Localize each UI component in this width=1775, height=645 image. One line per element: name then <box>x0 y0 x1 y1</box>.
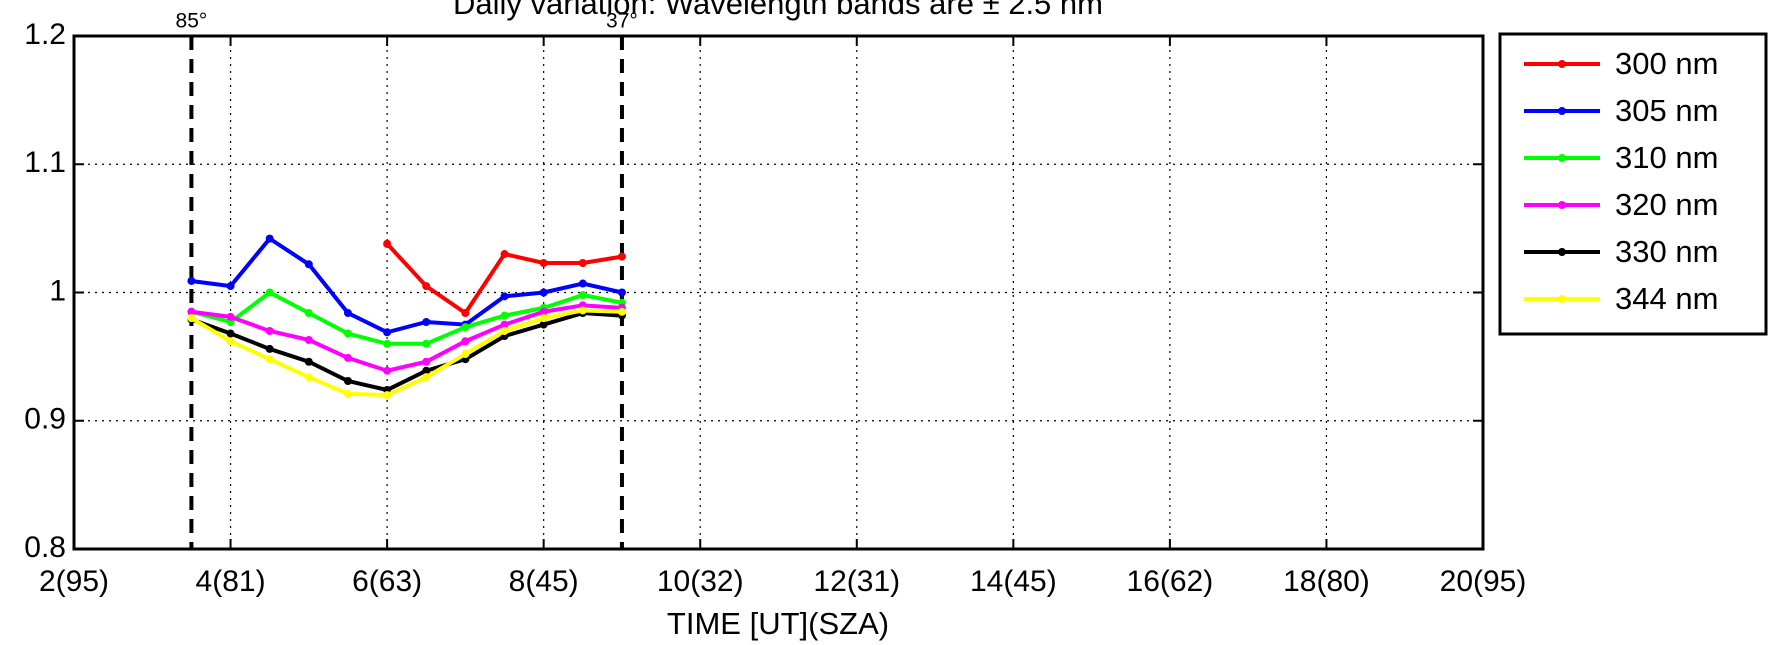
data-point <box>500 320 509 329</box>
y-tick-label: 0.9 <box>24 403 66 436</box>
legend-marker <box>1558 60 1566 68</box>
data-point <box>500 311 509 320</box>
x-tick-label: 14(45) <box>970 565 1057 598</box>
legend-label: 320 nm <box>1615 187 1718 222</box>
x-tick-label: 2(95) <box>39 565 109 598</box>
legend-label: 344 nm <box>1615 281 1718 316</box>
data-point <box>383 328 392 337</box>
series-line <box>190 308 623 398</box>
data-point <box>265 355 274 364</box>
plot-frame <box>72 34 1485 551</box>
data-point <box>187 276 196 285</box>
data-point <box>617 307 626 316</box>
data-point <box>304 260 313 269</box>
annotation: 85° <box>176 10 208 33</box>
data-point <box>422 339 431 348</box>
x-tick-label: 20(95) <box>1440 565 1527 598</box>
series-line <box>190 311 623 393</box>
data-point <box>461 337 470 346</box>
legend-marker <box>1558 107 1566 115</box>
data-point <box>265 326 274 335</box>
legend-label: 300 nm <box>1615 46 1718 81</box>
data-point <box>343 309 352 318</box>
x-tick-label: 18(80) <box>1283 565 1370 598</box>
data-point <box>226 329 235 338</box>
legend-marker <box>1558 154 1566 162</box>
data-point <box>422 373 431 382</box>
data-point <box>304 373 313 382</box>
legend-marker <box>1558 295 1566 303</box>
data-point <box>578 259 587 268</box>
data-point <box>343 389 352 398</box>
data-point <box>187 307 196 316</box>
x-tick-label: 4(81) <box>196 565 266 598</box>
data-point <box>461 309 470 318</box>
y-tick-label: 1.1 <box>24 146 66 179</box>
data-point <box>422 366 431 375</box>
data-point <box>500 250 509 259</box>
data-point <box>461 350 470 359</box>
data-point <box>226 312 235 321</box>
data-point <box>343 376 352 385</box>
y-tick-label: 1.2 <box>24 18 66 51</box>
data-point <box>578 279 587 288</box>
data-point <box>265 288 274 297</box>
x-tick-label: 10(32) <box>657 565 744 598</box>
series-line <box>191 235 623 335</box>
x-tick-label: 8(45) <box>509 565 579 598</box>
data-point <box>539 259 548 268</box>
data-point <box>539 288 548 297</box>
legend-marker <box>1558 248 1566 256</box>
data-point <box>343 329 352 338</box>
series-line <box>191 303 623 373</box>
data-point <box>187 314 196 323</box>
data-point <box>461 323 470 332</box>
data-point <box>422 282 431 291</box>
data-point <box>422 317 431 326</box>
data-point <box>343 353 352 362</box>
data-point <box>617 288 626 297</box>
legend-label: 310 nm <box>1615 140 1718 175</box>
data-point <box>383 366 392 375</box>
data-point <box>226 337 235 346</box>
data-point <box>304 357 313 366</box>
legend-label: 305 nm <box>1615 93 1718 128</box>
data-point <box>226 282 235 291</box>
data-point <box>265 344 274 353</box>
data-point <box>539 320 548 329</box>
data-point <box>383 391 392 400</box>
legend-label: 330 nm <box>1615 234 1718 269</box>
annotation: 37° <box>606 10 638 33</box>
series-line <box>190 290 623 346</box>
chart-title: Daily variation: Wavelength bands are ± … <box>453 0 1103 21</box>
data-point <box>617 252 626 261</box>
x-tick-label: 6(63) <box>352 565 422 598</box>
y-tick-label: 1 <box>49 274 66 307</box>
data-point <box>500 326 509 335</box>
data-point <box>304 335 313 344</box>
x-tick-label: 16(62) <box>1127 565 1214 598</box>
data-point <box>383 239 392 248</box>
data-point <box>578 306 587 315</box>
x-tick-label: 12(31) <box>813 565 900 598</box>
y-tick-label: 0.8 <box>24 531 66 564</box>
data-point <box>265 234 274 243</box>
data-point <box>304 309 313 318</box>
data-point <box>539 314 548 323</box>
legend-box <box>1498 32 1768 336</box>
data-point <box>422 357 431 366</box>
data-point <box>383 339 392 348</box>
data-point <box>578 291 587 300</box>
data-point <box>539 307 548 316</box>
data-point <box>500 292 509 301</box>
x-axis-label: TIME [UT](SZA) <box>667 606 889 641</box>
legend-marker <box>1558 201 1566 209</box>
